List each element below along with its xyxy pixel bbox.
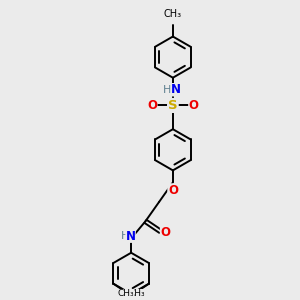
Text: S: S — [168, 99, 178, 112]
Text: N: N — [126, 230, 136, 243]
Text: O: O — [147, 99, 157, 112]
Text: O: O — [189, 99, 199, 112]
Text: H: H — [162, 85, 171, 95]
Text: CH₃: CH₃ — [118, 289, 134, 298]
Text: H: H — [121, 231, 129, 241]
Text: O: O — [160, 226, 170, 239]
Text: N: N — [171, 83, 181, 96]
Text: CH₃: CH₃ — [164, 9, 182, 20]
Text: O: O — [168, 184, 178, 197]
Text: CH₃: CH₃ — [128, 289, 145, 298]
